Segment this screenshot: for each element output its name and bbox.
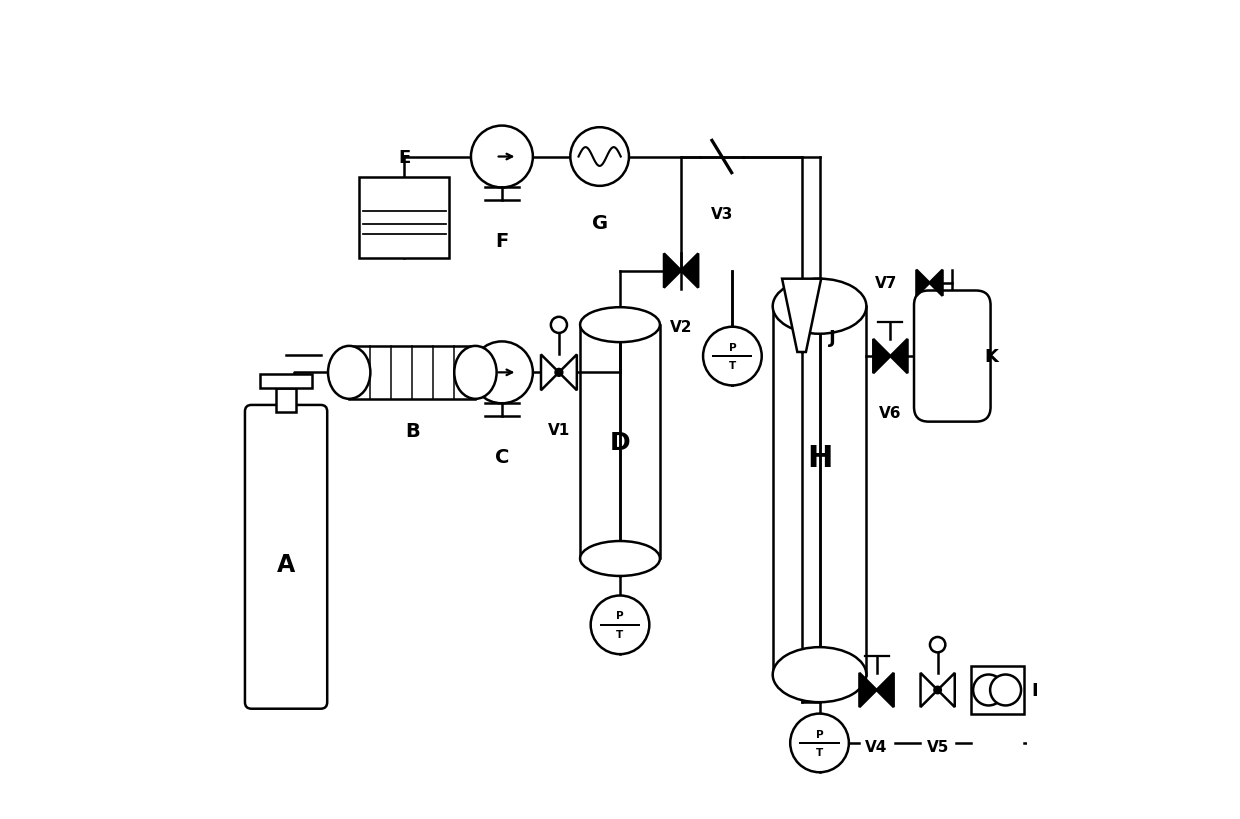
Text: V1: V1: [548, 423, 570, 437]
Ellipse shape: [580, 541, 660, 577]
Text: V6: V6: [879, 405, 901, 420]
Circle shape: [930, 637, 945, 653]
Text: B: B: [405, 422, 419, 441]
Circle shape: [471, 126, 533, 188]
Polygon shape: [930, 270, 942, 296]
Circle shape: [556, 369, 563, 377]
Text: F: F: [495, 232, 508, 251]
Circle shape: [790, 713, 849, 772]
Polygon shape: [541, 355, 559, 391]
Text: J: J: [830, 329, 836, 347]
Ellipse shape: [454, 346, 496, 400]
Text: V2: V2: [670, 320, 692, 335]
Text: T: T: [729, 361, 737, 371]
Bar: [360, 178, 449, 259]
Polygon shape: [916, 270, 930, 296]
Circle shape: [703, 328, 761, 386]
Text: P: P: [816, 729, 823, 739]
Polygon shape: [873, 340, 890, 373]
Text: V7: V7: [874, 276, 897, 291]
Ellipse shape: [773, 279, 867, 334]
Ellipse shape: [329, 346, 371, 400]
Circle shape: [973, 675, 1004, 706]
Text: C: C: [495, 447, 510, 466]
FancyBboxPatch shape: [246, 405, 327, 709]
Circle shape: [551, 318, 567, 333]
Text: E: E: [398, 148, 410, 166]
Text: V4: V4: [866, 739, 888, 753]
Circle shape: [934, 686, 941, 694]
Bar: [259, 374, 312, 389]
Text: D: D: [610, 430, 630, 454]
Circle shape: [570, 128, 629, 187]
Polygon shape: [663, 254, 681, 288]
Circle shape: [471, 342, 533, 404]
Text: I: I: [1032, 681, 1038, 699]
Text: V3: V3: [711, 206, 733, 222]
Polygon shape: [877, 673, 894, 708]
Text: G: G: [591, 214, 608, 233]
Text: P: P: [616, 611, 624, 621]
Text: K: K: [985, 347, 998, 365]
Bar: [277, 389, 296, 413]
Text: P: P: [729, 342, 737, 352]
Bar: [350, 346, 475, 400]
Text: T: T: [616, 630, 624, 640]
Polygon shape: [890, 340, 908, 373]
Ellipse shape: [580, 308, 660, 342]
Text: V5: V5: [926, 739, 949, 753]
Ellipse shape: [773, 647, 867, 703]
Polygon shape: [859, 673, 877, 708]
FancyBboxPatch shape: [914, 291, 991, 422]
Text: H: H: [807, 444, 832, 473]
Bar: [773, 307, 867, 675]
Polygon shape: [937, 673, 955, 708]
Text: A: A: [277, 552, 295, 576]
Text: T: T: [816, 748, 823, 758]
Polygon shape: [920, 673, 937, 708]
Circle shape: [590, 595, 650, 654]
Circle shape: [990, 675, 1021, 706]
Polygon shape: [782, 279, 821, 352]
Bar: [971, 666, 1023, 714]
Polygon shape: [559, 355, 577, 391]
Bar: [580, 325, 660, 559]
Polygon shape: [681, 254, 698, 288]
